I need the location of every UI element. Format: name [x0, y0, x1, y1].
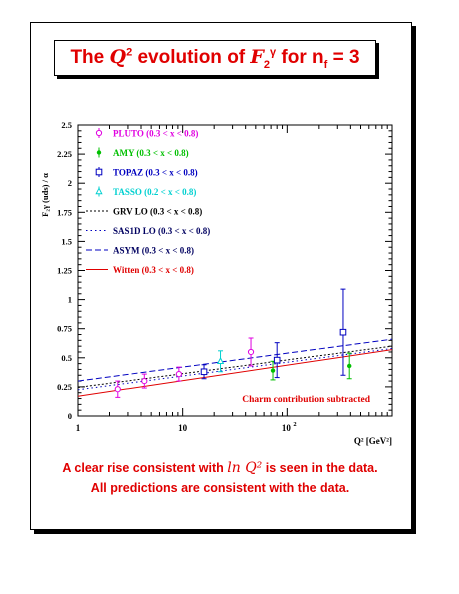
title-q-exp: 2	[126, 46, 133, 59]
x-tick-label: 10	[282, 423, 292, 433]
caption-math: ln Q²	[227, 460, 263, 476]
legend-label: PLUTO (0.3 < x < 0.8)	[113, 129, 198, 139]
curve-line	[77, 345, 393, 388]
data-point	[95, 168, 103, 176]
caption-line-1: A clear rise consistent with ln Q² is se…	[30, 460, 410, 476]
y-tick-label: 1	[68, 295, 72, 305]
data-point	[339, 328, 347, 336]
data-point	[270, 368, 276, 373]
y-tick-label: 0.25	[57, 382, 72, 392]
legend-label: TOPAZ (0.3 < x < 0.8)	[113, 168, 198, 178]
title-q: Q	[109, 45, 127, 68]
y-tick-label: 1.75	[57, 207, 72, 217]
x-axis-label: Q² [GeV²]	[354, 436, 392, 446]
data-point	[96, 150, 102, 155]
data-point	[346, 363, 352, 369]
curve-line	[77, 347, 393, 391]
legend-label: GRV LO (0.3 < x < 0.8)	[113, 207, 202, 217]
data-point	[273, 356, 281, 364]
curve-line	[77, 349, 393, 397]
x-tick-label-exp: 2	[293, 421, 296, 428]
y-tick-label: 0.75	[57, 324, 72, 334]
y-tick-label: 1.25	[57, 266, 72, 276]
caption-line-2: All predictions are consistent with the …	[90, 481, 350, 495]
data-point	[200, 368, 208, 376]
y-tick-label: 2	[68, 178, 72, 188]
slide-frame	[30, 22, 412, 530]
title-prefix: The	[70, 46, 110, 68]
caption-1a: A clear rise consistent with	[62, 461, 228, 475]
x-tick-label: 1	[76, 423, 81, 433]
data-point	[247, 348, 255, 356]
title-f-sup: γ	[270, 46, 277, 59]
data-point	[114, 386, 121, 393]
title-mid: evolution of	[132, 46, 251, 68]
legend-label: Witten (0.3 < x < 0.8)	[113, 265, 194, 275]
data-point	[175, 370, 182, 378]
curve-line	[77, 338, 393, 382]
data-point	[141, 377, 148, 385]
caption-1b: is seen in the data.	[262, 461, 378, 475]
y-tick-label: 2.25	[57, 149, 72, 159]
slide-title: The Q2 evolution of F2γ for nf = 3	[70, 46, 359, 71]
legend-label: AMY (0.3 < x < 0.8)	[113, 148, 189, 158]
y-tick-label: 0	[68, 411, 72, 421]
title-eq: = 3	[327, 46, 360, 68]
legend-label: SAS1D LO (0.3 < x < 0.8)	[113, 226, 210, 236]
title-f-sub: 2	[263, 58, 271, 71]
data-point	[95, 187, 103, 195]
legend-label: ASYM (0.3 < x < 0.8)	[113, 246, 194, 256]
chart-annotation: Charm contribution subtracted	[242, 395, 370, 405]
title-box: The Q2 evolution of F2γ for nf = 3	[54, 40, 376, 76]
y-axis-label: F₂γ (uds) / α	[40, 173, 50, 217]
title-suffix: for n	[276, 46, 324, 68]
legend-label: TASSO (0.2 < x < 0.8)	[113, 187, 196, 197]
y-tick-label: 2.5	[61, 120, 72, 130]
title-nf-sub: f	[323, 58, 328, 71]
data-point	[216, 357, 225, 364]
x-tick-label: 10	[178, 423, 188, 433]
y-tick-label: 1.5	[61, 236, 72, 246]
y-tick-label: 0.5	[61, 353, 72, 363]
title-f: F	[250, 45, 264, 68]
data-point	[95, 129, 103, 137]
